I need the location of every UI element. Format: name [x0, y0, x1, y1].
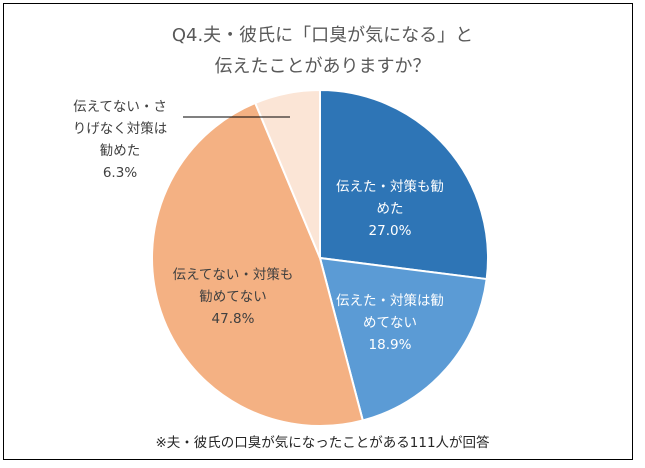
footnote: ※夫・彼氏の口臭が気になったことがある111人が回答 — [155, 435, 490, 451]
pie-slice-0 — [319, 88, 489, 281]
label-slice-3-value: 6.3% — [102, 165, 138, 181]
label-slice-2-value: 47.8% — [211, 311, 255, 327]
pie-slice-1 — [318, 256, 488, 422]
label-slice-2: 伝えてない・対策も勧めてない 47.8% — [168, 264, 298, 330]
chart-title: Q4.夫・彼氏に「口臭が気になる」と 伝えたことがありますか？ — [0, 20, 645, 82]
chart-frame — [3, 3, 633, 460]
label-slice-1-value: 18.9% — [368, 337, 412, 353]
chart-title-line-2: 伝えたことがありますか？ — [214, 56, 431, 77]
label-slice-0: 伝えた・対策も勧めた 27.0% — [335, 176, 445, 242]
label-slice-1-name: 伝えた・対策は勧めてない — [336, 293, 444, 331]
label-slice-3: 伝えてない・さりげなく対策は勧めた 6.3% — [70, 96, 170, 184]
label-slice-0-value: 27.0% — [368, 223, 412, 239]
label-slice-2-name: 伝えてない・対策も勧めてない — [172, 267, 294, 305]
pie-slice-3 — [253, 88, 321, 259]
label-slice-3-name: 伝えてない・さりげなく対策は勧めた — [72, 99, 168, 159]
label-slice-1: 伝えた・対策は勧めてない 18.9% — [335, 290, 445, 356]
pie-slice-2 — [151, 101, 365, 427]
label-slice-0-name: 伝えた・対策も勧めた — [336, 179, 444, 217]
chart-title-line-1: Q4.夫・彼氏に「口臭が気になる」と — [171, 25, 474, 46]
